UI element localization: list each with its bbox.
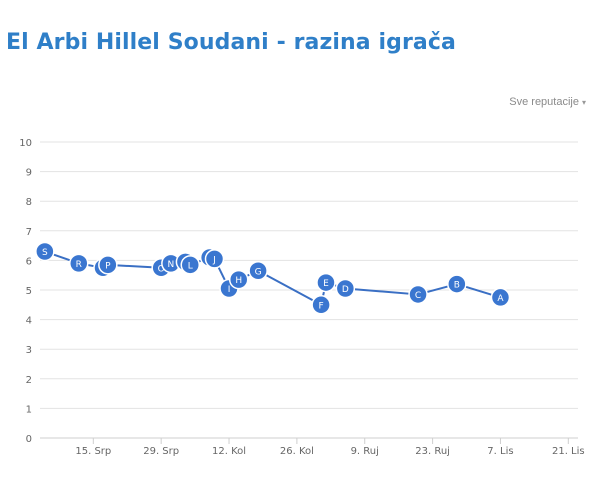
data-point-label: O bbox=[158, 264, 165, 274]
data-point-marker bbox=[98, 255, 118, 275]
data-point: R bbox=[69, 253, 89, 274]
reputation-filter-dropdown[interactable]: Sve reputacije ▾ bbox=[509, 96, 586, 108]
data-point-label: L bbox=[188, 261, 193, 271]
y-tick-label: 6 bbox=[26, 256, 32, 267]
x-tick-label: 7. Lis bbox=[487, 446, 513, 457]
data-point: H bbox=[228, 269, 249, 290]
y-tick-label: 7 bbox=[26, 227, 32, 238]
data-point: E bbox=[316, 272, 336, 293]
data-point-label: N bbox=[167, 260, 174, 270]
data-point-label: H bbox=[235, 276, 242, 286]
chevron-down-icon: ▾ bbox=[581, 98, 586, 107]
data-point: D bbox=[335, 278, 356, 299]
data-point-label: E bbox=[323, 279, 329, 289]
x-tick-label: 15. Srp bbox=[75, 446, 111, 457]
data-point: G bbox=[248, 261, 268, 281]
data-point-marker bbox=[248, 261, 268, 281]
data-point: J bbox=[204, 249, 225, 269]
x-tick-label: 29. Srp bbox=[143, 446, 179, 457]
data-point-marker bbox=[180, 255, 201, 275]
data-point: P bbox=[98, 255, 118, 275]
data-point-label: F bbox=[319, 301, 324, 311]
data-point: S bbox=[35, 241, 55, 262]
data-point: L bbox=[180, 255, 201, 275]
data-point-label: P bbox=[105, 261, 111, 271]
data-point-marker bbox=[35, 241, 55, 262]
y-tick-label: 10 bbox=[19, 138, 32, 149]
x-tick-label: 23. Ruj bbox=[415, 446, 450, 457]
data-point-label: R bbox=[76, 260, 82, 270]
x-tick-label: 26. Kol bbox=[280, 446, 314, 457]
data-point-marker bbox=[69, 253, 89, 274]
data-point-label: B bbox=[454, 281, 460, 291]
data-point-marker bbox=[335, 278, 356, 299]
y-tick-label: 1 bbox=[26, 404, 32, 415]
data-point-marker bbox=[447, 274, 467, 294]
data-point-label: C bbox=[415, 291, 421, 301]
y-tick-label: 3 bbox=[26, 345, 32, 356]
data-point-marker bbox=[311, 295, 331, 315]
y-tick-label: 2 bbox=[26, 375, 32, 386]
data-point: F bbox=[311, 295, 331, 315]
data-point-marker bbox=[204, 249, 225, 269]
data-point-label: J bbox=[212, 255, 216, 265]
y-tick-label: 0 bbox=[26, 434, 32, 445]
page-title: El Arbi Hillel Soudani - razina igrača bbox=[6, 30, 456, 55]
data-point-label: G bbox=[255, 267, 262, 277]
data-point: B bbox=[447, 274, 467, 294]
data-point-label: S bbox=[42, 248, 48, 258]
data-point-marker bbox=[408, 284, 428, 305]
x-tick-label: 12. Kol bbox=[212, 446, 246, 457]
data-point: A bbox=[490, 287, 511, 308]
y-tick-label: 8 bbox=[26, 197, 32, 208]
data-point-marker bbox=[228, 269, 249, 290]
y-tick-label: 5 bbox=[26, 286, 32, 297]
reputation-filter-label: Sve reputacije bbox=[509, 96, 579, 108]
data-point-marker bbox=[490, 287, 511, 308]
data-point-label: D bbox=[342, 285, 349, 295]
y-tick-label: 9 bbox=[26, 168, 32, 179]
data-point-label: A bbox=[497, 294, 504, 304]
x-tick-label: 9. Ruj bbox=[351, 446, 379, 457]
data-point-marker bbox=[316, 272, 336, 293]
data-point-label: I bbox=[228, 285, 231, 295]
x-tick-label: 21. Lis bbox=[552, 446, 585, 457]
data-point: C bbox=[408, 284, 428, 305]
y-tick-label: 4 bbox=[26, 316, 32, 327]
